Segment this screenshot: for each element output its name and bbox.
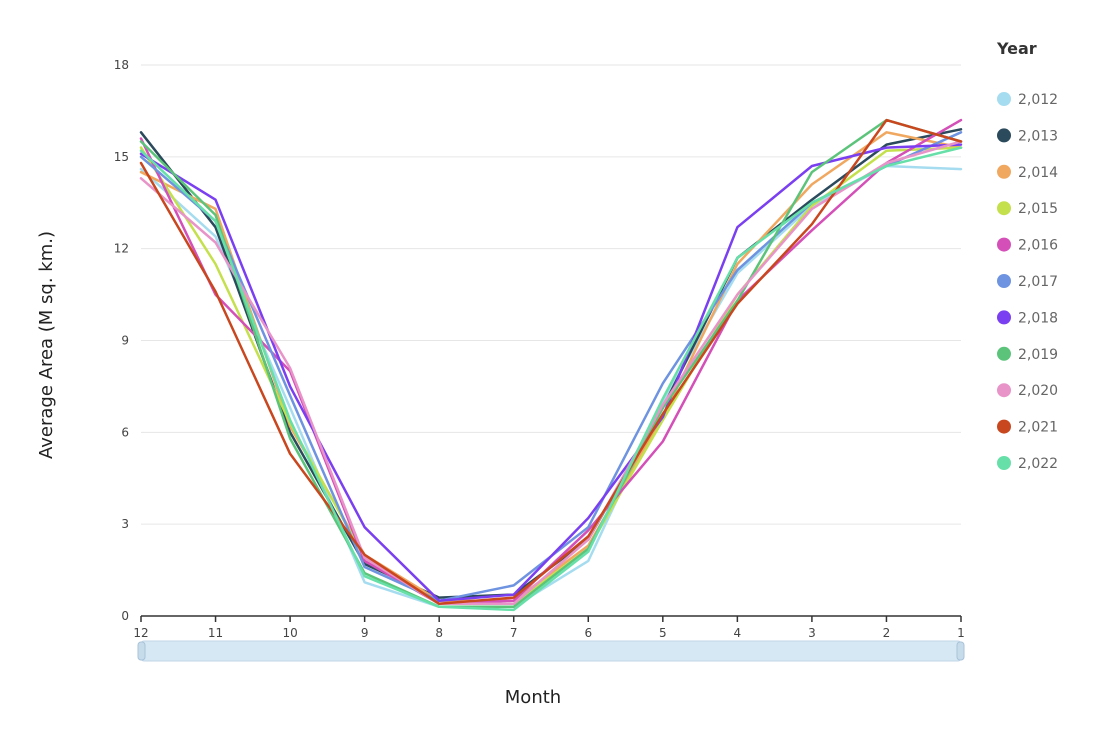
x-axis-title: Month	[505, 687, 561, 708]
legend-item[interactable]: 2,022	[997, 456, 1058, 472]
legend-marker	[997, 346, 1011, 361]
x-tick-label: 11	[208, 626, 223, 640]
legend-label: 2,012	[1018, 92, 1058, 108]
x-tick-label: 6	[584, 626, 592, 640]
legend-label: 2,018	[1018, 310, 1058, 326]
x-tick-label: 1	[957, 626, 965, 640]
legend-marker	[997, 164, 1011, 179]
range-slider-track[interactable]	[140, 640, 962, 662]
legend-item[interactable]: 2,013	[997, 128, 1058, 144]
series-line-2021[interactable]	[139, 118, 963, 606]
legend-label: 2,013	[1018, 128, 1058, 144]
range-slider-left-handle[interactable]	[137, 641, 146, 661]
y-tick-label: 0	[121, 609, 129, 623]
y-tick-label: 12	[114, 242, 129, 256]
legend-marker	[997, 92, 1011, 106]
x-tick-label: 8	[435, 626, 443, 640]
legend-label: 2,014	[1018, 165, 1058, 181]
legend-label: 2,015	[1018, 201, 1058, 217]
legend-item[interactable]: 2,018	[997, 310, 1058, 326]
series-line-2018[interactable]	[139, 143, 963, 602]
x-tick-label: 2	[883, 626, 891, 640]
x-tick-label: 4	[734, 626, 742, 640]
x-tick-label: 9	[361, 626, 369, 640]
x-tick-label: 12	[133, 626, 148, 640]
legend-marker	[997, 274, 1011, 288]
legend: 2,012 2,013 2,014 2,015 2,016 2,017 2,018 2,019…	[997, 92, 1058, 472]
x-tick-label: 10	[282, 626, 297, 640]
legend-item[interactable]: 2,015	[997, 201, 1058, 217]
y-tick-label: 18	[114, 58, 129, 72]
y-tick-label: 6	[121, 425, 129, 439]
y-tick-label: 15	[114, 150, 129, 164]
series-line-2020[interactable]	[139, 140, 963, 606]
series-line-2015[interactable]	[139, 146, 963, 606]
legend-label: 2,019	[1018, 347, 1058, 363]
legend-marker	[997, 237, 1011, 252]
legend-item[interactable]: 2,016	[997, 237, 1058, 254]
legend-item[interactable]: 2,014	[997, 164, 1058, 181]
legend-marker	[997, 456, 1011, 470]
x-tick-label: 3	[808, 626, 816, 640]
legend-item[interactable]: 2,021	[997, 419, 1058, 436]
y-tick-label: 3	[121, 517, 129, 531]
legend-title: Year	[996, 39, 1037, 58]
x-tick-label: 7	[510, 626, 518, 640]
legend-item[interactable]: 2,019	[997, 346, 1058, 363]
series-line-2019[interactable]	[139, 118, 963, 609]
legend-marker	[997, 419, 1011, 434]
y-axis-tick-labels: 0 3 6 9 12 15 18	[114, 58, 129, 623]
range-slider-right-handle[interactable]	[956, 641, 965, 661]
y-axis-title: Average Area (M sq. km.)	[36, 231, 57, 459]
x-axis: 12 11 10 9 8 7 6 5 4 3 2 1	[133, 615, 965, 640]
legend-label: 2,021	[1018, 420, 1058, 436]
legend-label: 2,022	[1018, 456, 1058, 472]
legend-item[interactable]: 2,012	[997, 92, 1058, 108]
legend-label: 2,020	[1018, 383, 1058, 399]
gridlines	[141, 64, 961, 525]
series-lines	[139, 118, 963, 612]
legend-marker	[997, 383, 1011, 398]
legend-item[interactable]: 2,020	[997, 383, 1058, 399]
series-line-2022[interactable]	[139, 146, 963, 612]
legend-marker	[997, 310, 1011, 325]
x-tick-label: 5	[659, 626, 667, 640]
legend-marker	[997, 128, 1011, 143]
legend-marker	[997, 201, 1011, 216]
series-line-2012[interactable]	[139, 164, 963, 609]
legend-item[interactable]: 2,017	[997, 274, 1058, 290]
legend-label: 2,016	[1018, 238, 1058, 254]
legend-label: 2,017	[1018, 274, 1058, 290]
y-tick-label: 9	[121, 334, 129, 348]
